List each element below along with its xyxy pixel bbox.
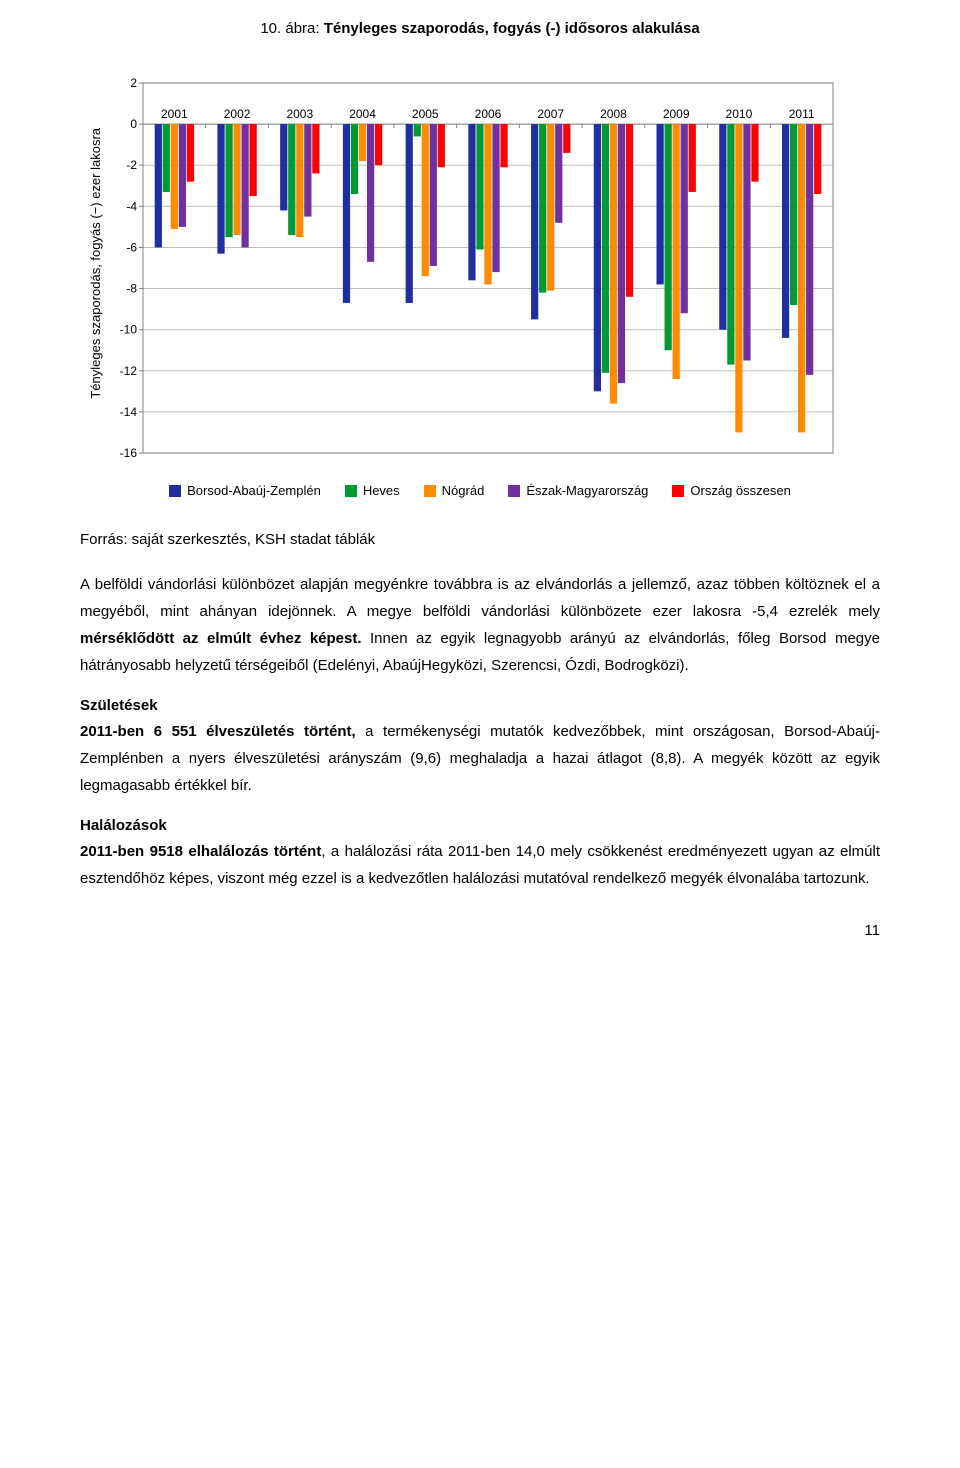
svg-text:-14: -14 — [120, 405, 138, 419]
svg-text:0: 0 — [130, 117, 137, 131]
legend-label: Heves — [363, 483, 400, 498]
chart-title-bold: Tényleges szaporodás, fogyás (-) idősoro… — [324, 20, 700, 37]
chart-title: 10. ábra: Tényleges szaporodás, fogyás (… — [80, 20, 880, 37]
page-number: 11 — [80, 922, 880, 939]
paragraph-migration: A belföldi vándorlási különbözet alapján… — [80, 571, 880, 679]
svg-text:-4: -4 — [126, 199, 137, 213]
paragraph-deaths: 2011-ben 9518 elhalálozás történt, a hal… — [80, 838, 880, 892]
svg-text:2001: 2001 — [161, 107, 188, 121]
svg-text:2007: 2007 — [537, 107, 564, 121]
svg-text:2011: 2011 — [789, 107, 815, 121]
legend-label: Borsod-Abaúj-Zemplén — [187, 483, 321, 498]
legend-label: Ország összesen — [690, 483, 790, 498]
svg-text:2005: 2005 — [412, 107, 439, 121]
legend-swatch — [345, 485, 357, 497]
legend-item: Borsod-Abaúj-Zemplén — [169, 483, 321, 498]
legend-swatch — [424, 485, 436, 497]
legend-swatch — [169, 485, 181, 497]
svg-text:-2: -2 — [126, 158, 137, 172]
svg-text:2009: 2009 — [663, 107, 690, 121]
svg-text:-12: -12 — [120, 364, 138, 378]
svg-text:-16: -16 — [120, 446, 138, 460]
body-text: Forrás: saját szerkesztés, KSH stadat tá… — [80, 526, 880, 892]
para1-bold: mérséklődött az elmúlt évhez képest. — [80, 630, 362, 647]
svg-text:2008: 2008 — [600, 107, 627, 121]
legend-item: Ország összesen — [672, 483, 790, 498]
legend-item: Heves — [345, 483, 400, 498]
chart-legend: Borsod-Abaúj-Zemplén Heves Nógrád Észak-Mag… — [80, 483, 880, 498]
paragraph-births: 2011-ben 6 551 élveszületés történt, a t… — [80, 718, 880, 799]
chart-ylabel: Tényleges szaporodás, fogyás (−) ezer la… — [80, 128, 103, 399]
svg-text:-6: -6 — [126, 240, 137, 254]
svg-text:-10: -10 — [120, 323, 138, 337]
deaths-bold: 2011-ben 9518 elhalálozás történt — [80, 843, 321, 860]
legend-item: Észak-Magyarország — [508, 483, 648, 498]
chart-svg: -16 -14 -12 -10 -8 -6 -4 -2 0 2 2001 2002 2003 2004 20… — [103, 53, 843, 473]
source-line: Forrás: saját szerkesztés, KSH stadat tá… — [80, 526, 880, 553]
svg-text:2006: 2006 — [475, 107, 502, 121]
legend-item: Nógrád — [424, 483, 485, 498]
legend-label: Nógrád — [442, 483, 485, 498]
legend-swatch — [672, 485, 684, 497]
svg-text:2010: 2010 — [726, 107, 753, 121]
svg-text:2004: 2004 — [349, 107, 376, 121]
births-heading: Születések — [80, 697, 880, 714]
svg-text:2002: 2002 — [224, 107, 251, 121]
page: 10. ábra: Tényleges szaporodás, fogyás (… — [0, 0, 960, 979]
chart-wrap: Tényleges szaporodás, fogyás (−) ezer la… — [80, 53, 880, 473]
deaths-heading: Halálozások — [80, 817, 880, 834]
svg-text:2: 2 — [130, 76, 137, 90]
para1-part1: A belföldi vándorlási különbözet alapján… — [80, 576, 880, 620]
svg-text:2003: 2003 — [286, 107, 313, 121]
births-bold: 2011-ben 6 551 élveszületés történt, — [80, 723, 356, 740]
svg-text:-8: -8 — [126, 282, 137, 296]
chart-title-prefix: 10. ábra: — [260, 20, 323, 37]
legend-swatch — [508, 485, 520, 497]
legend-label: Észak-Magyarország — [526, 483, 648, 498]
